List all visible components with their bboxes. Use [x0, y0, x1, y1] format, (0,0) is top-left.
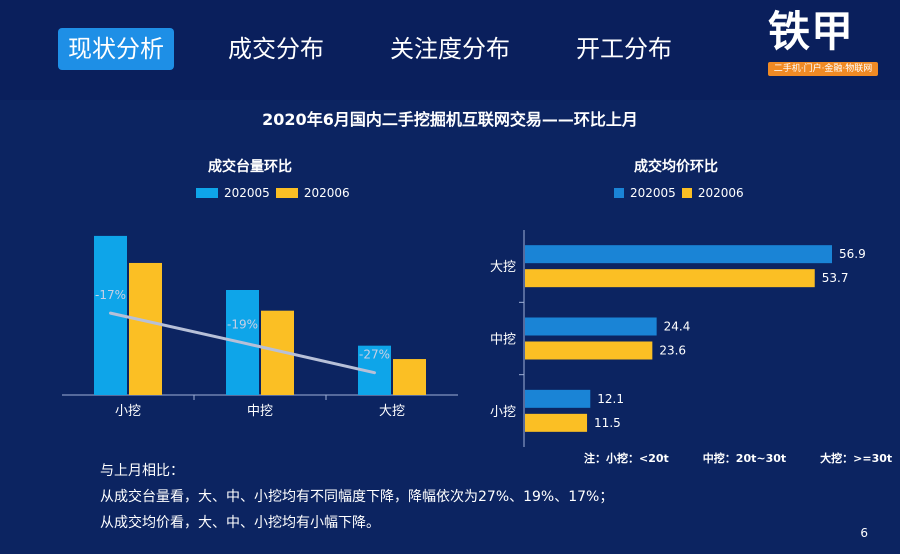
right-chart-title: 成交均价环比: [634, 159, 718, 175]
legend-swatch-series2: [681, 188, 692, 198]
summary-text: 与上月相比： 从成交台量看，大、中、小挖均有不同幅度下降，降幅依次为27%、19…: [100, 458, 613, 536]
legend-swatch-series1: [614, 188, 624, 198]
page-subtitle: 2020年6月国内二手挖掘机互联网交易——环比上月: [262, 110, 638, 129]
logo-tagline: 二手机·门户·金融·物联网: [768, 62, 878, 76]
data-label: 56.9: [839, 247, 866, 261]
data-label: 53.7: [822, 271, 849, 285]
legend-label-series1: 202005: [224, 186, 270, 200]
legend-label-series2: 202006: [697, 186, 744, 200]
note-small: 注：小挖：<20t: [584, 452, 669, 465]
hbar-202006-2: [525, 413, 588, 432]
legend-label-series2: 202006: [303, 186, 350, 200]
legend-swatch-series1: [196, 188, 218, 198]
note-medium: 中挖：20t~30t: [702, 452, 787, 465]
left-chart-legend: 202005 202006: [196, 186, 350, 200]
y-tick-label: 大挖: [490, 260, 516, 275]
x-tick-label: 中挖: [247, 404, 273, 419]
x-tick-label: 小挖: [115, 404, 141, 419]
change-rate-label: -27%: [359, 348, 390, 362]
hbar-202006-0: [525, 269, 815, 288]
top-nav-bar: 现状分析 成交分布 关注度分布 开工分布 铁甲 二手机·门户·金融·物联网: [0, 0, 900, 100]
y-tick-label: 小挖: [490, 405, 516, 420]
tab-attention-distribution[interactable]: 关注度分布: [390, 35, 510, 63]
legend-swatch-series2: [275, 188, 298, 198]
legend-label-series1: 202005: [630, 186, 676, 200]
left-chart-title: 成交台量环比: [208, 159, 292, 175]
brand-logo: 铁甲 二手机·门户·金融·物联网: [768, 6, 878, 76]
data-label: 12.1: [597, 392, 624, 406]
summary-line-2: 从成交台量看，大、中、小挖均有不同幅度下降，降幅依次为27%、19%、17%；: [100, 489, 614, 505]
data-label: 24.4: [664, 320, 691, 334]
change-rate-label: -17%: [95, 288, 126, 302]
hbar-202006-1: [525, 341, 653, 360]
right-chart-legend: 202005 202006: [614, 186, 744, 200]
data-label: 11.5: [594, 416, 621, 430]
data-label: 23.6: [659, 344, 686, 358]
note-large: 大挖：>=30t: [820, 452, 893, 465]
hbar-202005-2: [525, 389, 591, 408]
summary-line-3: 从成交均价看，大、中、小挖均有小幅下降。: [100, 515, 380, 531]
hbar-202005-0: [525, 245, 832, 264]
tab-operation-distribution[interactable]: 开工分布: [576, 35, 672, 63]
hbar-202005-1: [525, 317, 657, 336]
tab-deal-distribution[interactable]: 成交分布: [228, 35, 324, 63]
bar-202006-2: [393, 359, 426, 395]
change-rate-line: [109, 311, 376, 375]
bar-202006-0: [129, 262, 162, 395]
change-rate-label: -19%: [227, 318, 258, 332]
y-tick-label: 中挖: [490, 333, 516, 348]
summary-line-1: 与上月相比：: [100, 463, 184, 479]
size-note: 注：小挖：<20t 中挖：20t~30t 大挖：>=30t: [584, 450, 892, 466]
x-tick-label: 大挖: [379, 404, 405, 419]
tab-status-analysis[interactable]: 现状分析: [58, 28, 174, 70]
page-number: 6: [860, 526, 868, 540]
logo-text: 铁甲: [768, 7, 855, 56]
